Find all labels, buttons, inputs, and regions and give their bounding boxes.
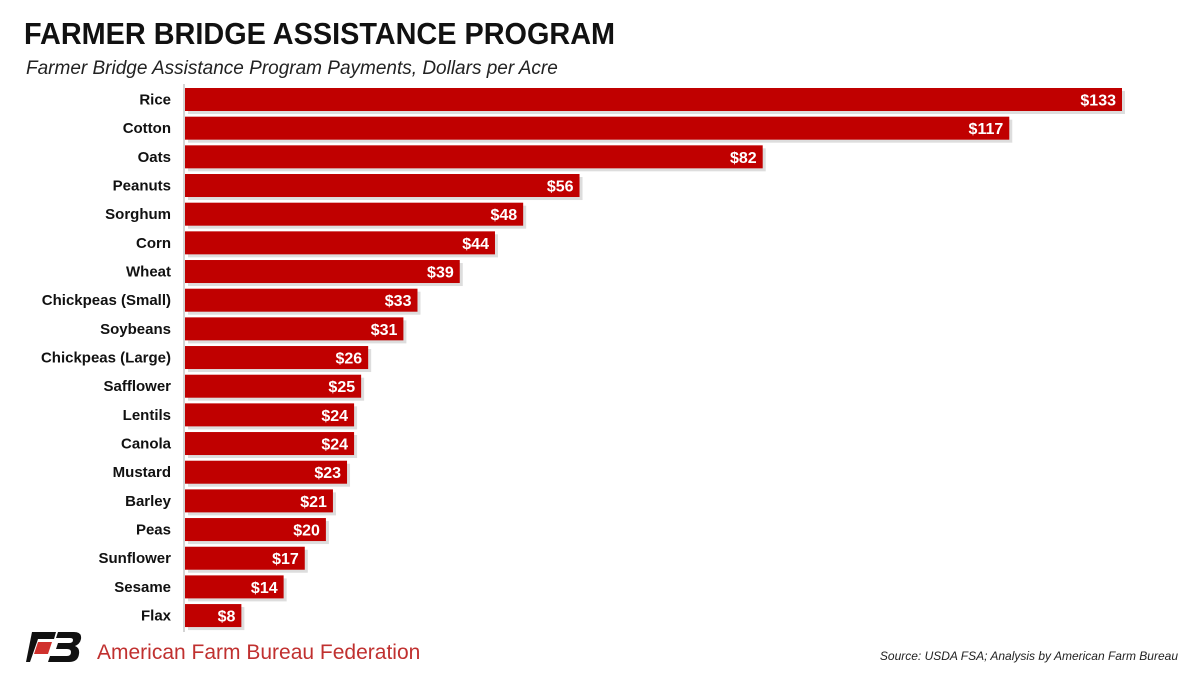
bar bbox=[185, 288, 418, 312]
category-label: Mustard bbox=[113, 464, 171, 481]
category-label: Sesame bbox=[114, 579, 171, 596]
bar bbox=[185, 575, 284, 599]
bar bbox=[185, 88, 1122, 111]
value-label: $33 bbox=[385, 293, 412, 310]
value-label: $82 bbox=[730, 150, 757, 167]
category-label: Flax bbox=[141, 608, 172, 625]
category-label: Wheat bbox=[126, 264, 171, 281]
bar bbox=[185, 374, 362, 398]
bar bbox=[185, 518, 326, 542]
category-label: Barley bbox=[125, 493, 172, 510]
value-label: $26 bbox=[335, 351, 362, 368]
value-label: $25 bbox=[328, 379, 355, 396]
value-label: $17 bbox=[272, 551, 299, 568]
source-note: Source: USDA FSA; Analysis by American F… bbox=[879, 649, 1178, 663]
value-label: $20 bbox=[293, 523, 320, 540]
bar bbox=[185, 546, 305, 570]
category-label: Safflower bbox=[103, 378, 171, 395]
category-label: Soybeans bbox=[100, 321, 171, 338]
category-label: Rice bbox=[139, 92, 171, 109]
bar bbox=[185, 489, 333, 513]
bar bbox=[185, 346, 369, 370]
bar bbox=[185, 202, 524, 226]
category-label: Cotton bbox=[123, 120, 171, 137]
category-label: Chickpeas (Small) bbox=[42, 292, 171, 309]
bar bbox=[185, 403, 355, 427]
value-label: $31 bbox=[371, 322, 398, 339]
category-label: Lentils bbox=[123, 407, 171, 424]
category-label: Corn bbox=[136, 235, 171, 252]
value-label: $21 bbox=[300, 494, 327, 511]
value-label: $44 bbox=[462, 236, 489, 253]
category-label: Oats bbox=[138, 149, 171, 166]
category-label: Canola bbox=[121, 436, 172, 453]
bar bbox=[185, 145, 763, 169]
value-label: $23 bbox=[314, 465, 341, 482]
category-label: Peanuts bbox=[113, 178, 171, 195]
chart-subtitle: Farmer Bridge Assistance Program Payment… bbox=[26, 58, 558, 79]
value-label: $56 bbox=[547, 179, 574, 196]
value-label: $133 bbox=[1080, 93, 1116, 110]
bar bbox=[185, 260, 460, 284]
category-label: Sunflower bbox=[98, 550, 171, 567]
value-label: $117 bbox=[969, 121, 1004, 138]
category-label: Sorghum bbox=[105, 206, 171, 223]
bar bbox=[185, 432, 355, 456]
value-label: $14 bbox=[251, 580, 278, 597]
bar bbox=[185, 317, 404, 341]
bar bbox=[185, 116, 1010, 140]
value-label: $48 bbox=[490, 207, 517, 224]
chart-title: FARMER BRIDGE ASSISTANCE PROGRAM bbox=[24, 16, 616, 51]
value-label: $39 bbox=[427, 265, 454, 282]
value-label: $24 bbox=[321, 437, 348, 454]
value-label: $24 bbox=[321, 408, 348, 425]
bar bbox=[185, 460, 348, 484]
afbf-logo-icon bbox=[26, 632, 82, 662]
category-label: Peas bbox=[136, 522, 171, 539]
bar bbox=[185, 174, 580, 198]
bar bbox=[185, 604, 242, 628]
bar bbox=[185, 231, 495, 255]
value-label: $8 bbox=[218, 609, 236, 626]
category-label: Chickpeas (Large) bbox=[41, 350, 171, 367]
organization-name: American Farm Bureau Federation bbox=[97, 641, 421, 664]
